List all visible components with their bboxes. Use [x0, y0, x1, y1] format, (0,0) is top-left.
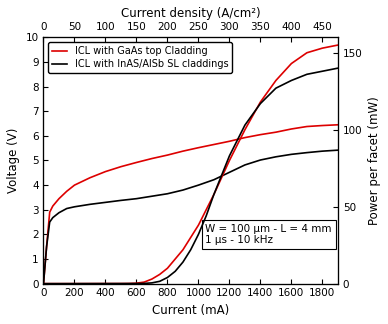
ICL with InAS/AlSb SL claddings: [258, 158, 263, 162]
X-axis label: Current density (A/cm²): Current density (A/cm²): [121, 7, 260, 20]
ICL with GaAs top Cladding: [57, 197, 61, 201]
ICL with GaAs top Cladding: [103, 170, 108, 174]
ICL with GaAs top Cladding: [180, 149, 185, 153]
ICL with GaAs top Cladding: [196, 146, 201, 150]
ICL with InAS/AlSb SL claddings: [41, 282, 46, 285]
ICL with InAS/AlSb SL claddings: [47, 220, 52, 224]
ICL with GaAs top Cladding: [44, 245, 49, 249]
ICL with InAS/AlSb SL claddings: [150, 194, 154, 198]
Y-axis label: Voltage (V): Voltage (V): [7, 128, 20, 193]
ICL with InAS/AlSb SL claddings: [50, 216, 55, 220]
ICL with GaAs top Cladding: [50, 204, 55, 208]
ICL with InAS/AlSb SL claddings: [320, 149, 325, 153]
ICL with GaAs top Cladding: [41, 282, 46, 285]
ICL with GaAs top Cladding: [47, 210, 52, 214]
ICL with InAS/AlSb SL claddings: [242, 163, 247, 167]
ICL with InAS/AlSb SL claddings: [64, 207, 69, 211]
Text: W = 100 μm - L = 4 mm
1 μs - 10 kHz: W = 100 μm - L = 4 mm 1 μs - 10 kHz: [205, 224, 332, 245]
ICL with InAS/AlSb SL claddings: [119, 199, 123, 202]
ICL with InAS/AlSb SL claddings: [227, 170, 232, 174]
ICL with GaAs top Cladding: [242, 136, 247, 140]
ICL with GaAs top Cladding: [289, 127, 294, 131]
ICL with GaAs top Cladding: [274, 130, 278, 134]
Line: ICL with GaAs top Cladding: ICL with GaAs top Cladding: [43, 125, 338, 284]
ICL with InAS/AlSb SL claddings: [336, 148, 340, 152]
ICL with GaAs top Cladding: [305, 124, 309, 128]
ICL with InAS/AlSb SL claddings: [72, 205, 77, 209]
Line: ICL with InAS/AlSb SL claddings: ICL with InAS/AlSb SL claddings: [43, 150, 338, 284]
ICL with GaAs top Cladding: [54, 201, 58, 204]
ICL with InAS/AlSb SL claddings: [54, 213, 58, 217]
ICL with InAS/AlSb SL claddings: [305, 151, 309, 155]
ICL with InAS/AlSb SL claddings: [180, 188, 185, 192]
ICL with InAS/AlSb SL claddings: [274, 155, 278, 159]
ICL with GaAs top Cladding: [88, 176, 92, 180]
ICL with InAS/AlSb SL claddings: [211, 178, 216, 182]
ICL with GaAs top Cladding: [258, 133, 263, 137]
ICL with InAS/AlSb SL claddings: [57, 211, 61, 215]
ICL with InAS/AlSb SL claddings: [289, 152, 294, 156]
Legend: ICL with GaAs top Cladding, ICL with InAS/AlSb SL claddings: ICL with GaAs top Cladding, ICL with InA…: [48, 42, 232, 73]
ICL with InAS/AlSb SL claddings: [165, 192, 170, 196]
ICL with GaAs top Cladding: [165, 153, 170, 157]
Y-axis label: Power per facet (mW): Power per facet (mW): [368, 96, 381, 225]
ICL with GaAs top Cladding: [134, 160, 139, 164]
ICL with GaAs top Cladding: [336, 123, 340, 127]
ICL with InAS/AlSb SL claddings: [88, 202, 92, 206]
ICL with GaAs top Cladding: [211, 143, 216, 146]
X-axis label: Current (mA): Current (mA): [152, 304, 229, 317]
ICL with InAS/AlSb SL claddings: [196, 183, 201, 187]
ICL with InAS/AlSb SL claddings: [44, 245, 49, 249]
ICL with GaAs top Cladding: [119, 165, 123, 168]
ICL with InAS/AlSb SL claddings: [134, 197, 139, 201]
ICL with GaAs top Cladding: [227, 139, 232, 143]
ICL with GaAs top Cladding: [150, 156, 154, 160]
ICL with GaAs top Cladding: [64, 189, 69, 193]
ICL with GaAs top Cladding: [72, 183, 77, 187]
ICL with InAS/AlSb SL claddings: [103, 201, 108, 204]
ICL with GaAs top Cladding: [320, 123, 325, 127]
